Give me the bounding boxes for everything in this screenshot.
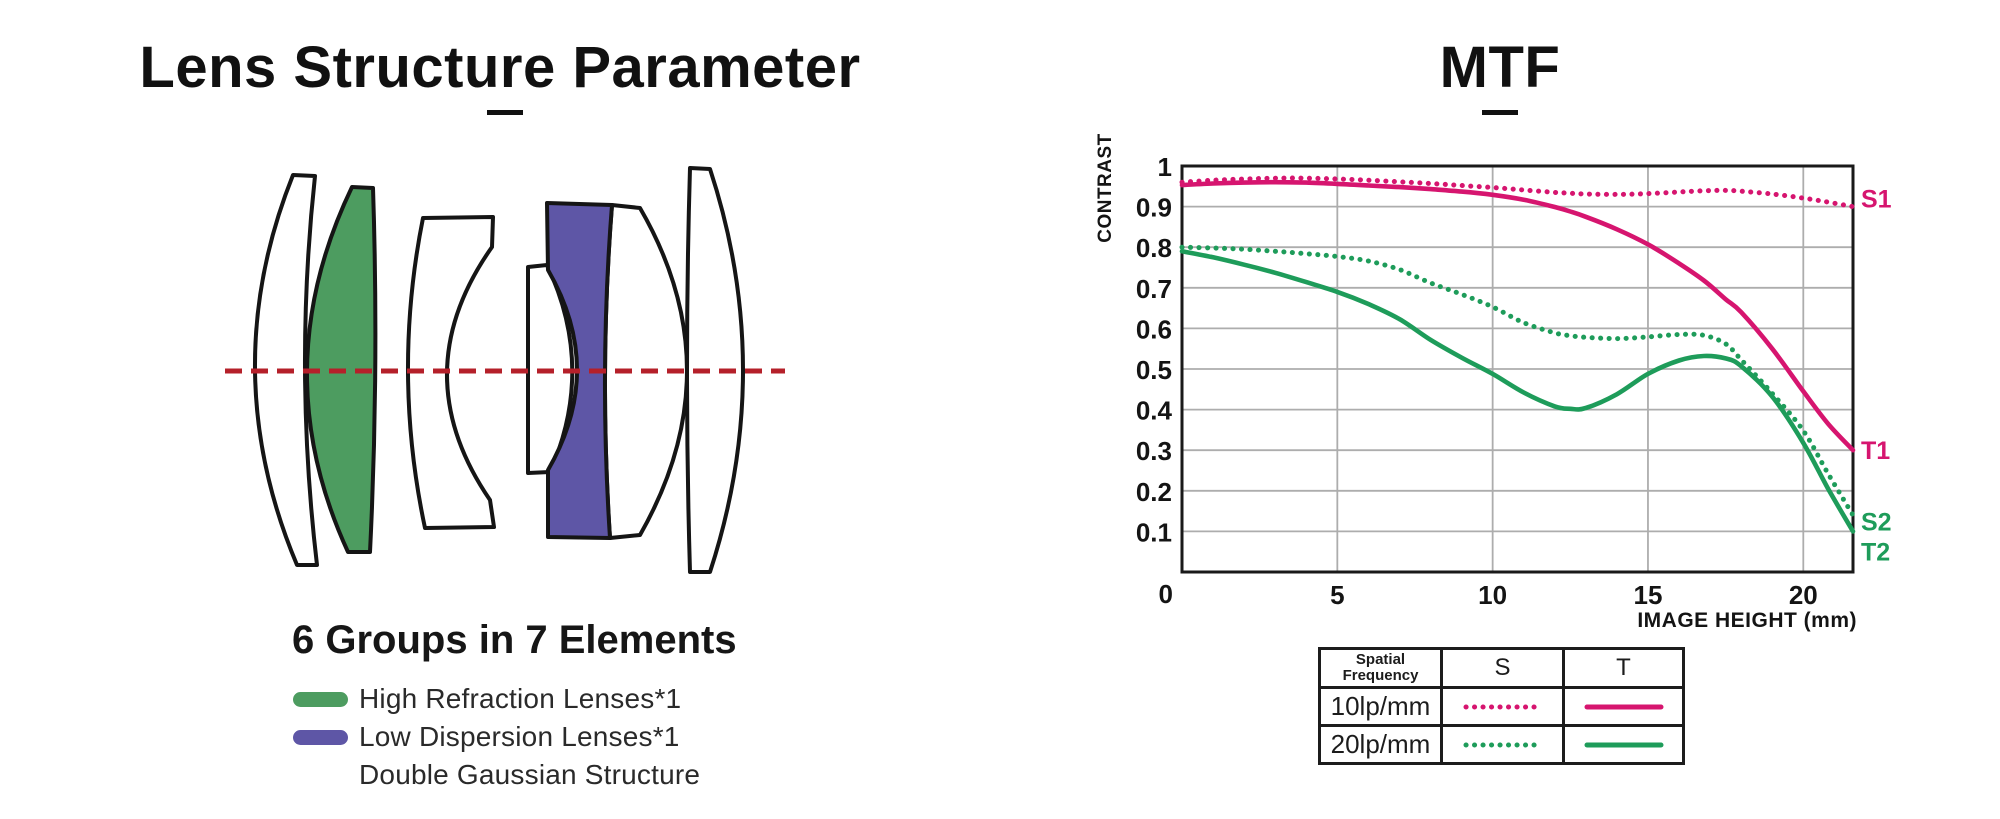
swatch-10lpmm-tangential bbox=[1562, 686, 1685, 727]
lens-legend: High Refraction Lenses*1 Low Dispersion … bbox=[293, 680, 700, 794]
y-tick-0.2: 0.2 bbox=[1136, 477, 1172, 507]
curve-S1 bbox=[1179, 175, 1856, 210]
pink-dotted-line-icon bbox=[1463, 704, 1542, 709]
swatch-10lpmm-sagittal bbox=[1440, 686, 1565, 727]
legend-row-low-dispersion: Low Dispersion Lenses*1 bbox=[293, 718, 700, 756]
lens-title-underline bbox=[487, 110, 523, 115]
curve-label-S2: S2 bbox=[1861, 508, 1892, 536]
swatch-20lpmm-sagittal bbox=[1440, 724, 1565, 765]
lens-element-3 bbox=[406, 215, 496, 530]
x-tick-0: 0 bbox=[1159, 579, 1173, 609]
low-dispersion-swatch-icon bbox=[293, 729, 348, 745]
curve-label-S1: S1 bbox=[1861, 185, 1892, 213]
legend-row-high-refraction: High Refraction Lenses*1 bbox=[293, 680, 700, 718]
header-tangential: T bbox=[1562, 647, 1685, 689]
green-solid-line-icon bbox=[1584, 742, 1663, 747]
mtf-chart: 1 0.9 0.8 0.7 0.6 0.5 0.4 0.3 0.2 0.1 0 5 10 15 20 S1 T… bbox=[1095, 133, 1892, 632]
lens-structure-title: Lens Structure Parameter bbox=[139, 35, 861, 100]
swatch-20lpmm-tangential bbox=[1562, 724, 1685, 765]
lens-structure-diagram bbox=[225, 166, 785, 574]
green-dotted-line-icon bbox=[1463, 742, 1542, 747]
double-gaussian-label: Double Gaussian Structure bbox=[359, 759, 701, 790]
mtf-title-underline bbox=[1482, 110, 1518, 115]
y-tick-0.1: 0.1 bbox=[1136, 517, 1172, 547]
plot-border bbox=[1180, 164, 1855, 574]
lens-groups-label: 6 Groups in 7 Elements bbox=[292, 618, 737, 662]
header-sagittal: S bbox=[1440, 647, 1565, 689]
high-refraction-swatch-icon bbox=[293, 691, 348, 707]
y-axis-label: CONTRAST bbox=[1095, 133, 1116, 243]
y-tick-0.8: 0.8 bbox=[1136, 233, 1172, 263]
curve-label-T1: T1 bbox=[1861, 437, 1890, 465]
mtf-curves bbox=[1179, 175, 1856, 534]
x-tick-20: 20 bbox=[1789, 580, 1818, 610]
axis-tick-labels: 1 0.9 0.8 0.7 0.6 0.5 0.4 0.3 0.2 0.1 0 5 10 15 20 bbox=[1136, 152, 1818, 610]
low-dispersion-label: Low Dispersion Lenses*1 bbox=[359, 721, 680, 752]
curve-label-T2: T2 bbox=[1861, 539, 1890, 567]
x-tick-10: 10 bbox=[1478, 580, 1507, 610]
table-header-row: Spatial Frequency S T bbox=[1318, 647, 1685, 689]
freq-label-20lpmm: 20lp/mm bbox=[1318, 724, 1443, 765]
high-refraction-label: High Refraction Lenses*1 bbox=[359, 683, 682, 714]
y-tick-0.9: 0.9 bbox=[1136, 193, 1172, 223]
curve-T2 bbox=[1179, 249, 1856, 534]
x-tick-5: 5 bbox=[1330, 580, 1344, 610]
freq-label-10lpmm: 10lp/mm bbox=[1318, 686, 1443, 727]
curve-labels: S1 T1 S2 T2 bbox=[1861, 185, 1892, 566]
chart-gridlines bbox=[1182, 166, 1853, 572]
y-tick-0.5: 0.5 bbox=[1136, 355, 1172, 385]
header-spatial-frequency: Spatial Frequency bbox=[1318, 647, 1443, 689]
curve-T1 bbox=[1179, 179, 1856, 453]
y-tick-0.6: 0.6 bbox=[1136, 314, 1172, 344]
table-row-20lpmm: 20lp/mm bbox=[1318, 724, 1685, 765]
mtf-title: MTF bbox=[1439, 35, 1561, 100]
legend-row-double-gaussian: Double Gaussian Structure bbox=[293, 756, 700, 794]
y-tick-0.3: 0.3 bbox=[1136, 436, 1172, 466]
y-tick-0.4: 0.4 bbox=[1136, 396, 1173, 426]
pink-solid-line-icon bbox=[1584, 704, 1663, 709]
lens-element-7 bbox=[685, 166, 745, 574]
y-tick-0.7: 0.7 bbox=[1136, 274, 1172, 304]
spatial-frequency-table: Spatial Frequency S T 10lp/mm 20lp/mm bbox=[1318, 647, 1685, 765]
x-tick-15: 15 bbox=[1634, 580, 1663, 610]
table-row-10lpmm: 10lp/mm bbox=[1318, 686, 1685, 727]
y-tick-1: 1 bbox=[1158, 152, 1172, 182]
x-axis-label: IMAGE HEIGHT (mm) bbox=[1637, 609, 1857, 632]
